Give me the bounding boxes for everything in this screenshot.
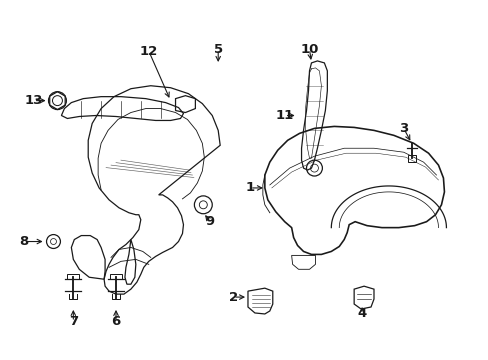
Text: 3: 3 [398,122,407,135]
Text: 10: 10 [300,42,318,55]
Text: 9: 9 [205,215,214,228]
Text: 13: 13 [24,94,43,107]
Text: 8: 8 [19,235,28,248]
Text: 2: 2 [228,291,237,303]
Text: 12: 12 [140,45,158,58]
Text: 7: 7 [69,315,78,328]
Text: 4: 4 [357,307,366,320]
Text: 1: 1 [245,181,254,194]
Text: 6: 6 [111,315,121,328]
Text: 11: 11 [275,109,293,122]
Text: 5: 5 [213,42,223,55]
